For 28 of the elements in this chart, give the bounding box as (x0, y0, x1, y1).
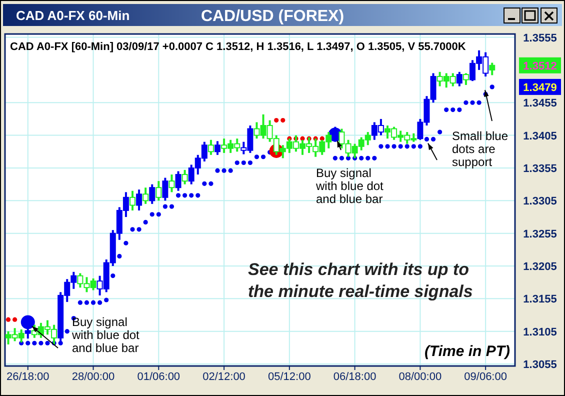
x-tick-label: 06/18:00 (333, 371, 376, 383)
chart-title: CAD/USD (FOREX) (200, 8, 344, 25)
x-tick-label: 26/18:00 (6, 371, 50, 383)
y-tick-label: 1.3405 (523, 130, 557, 142)
annotation: Buy signal with blue dot and blue bar (315, 166, 384, 206)
x-tick-label: 28/00:00 (72, 371, 115, 383)
annotation: Buy signal with blue dot and blue bar (71, 315, 140, 355)
y-tick-label: 1.3305 (523, 196, 557, 208)
text: 1.3479 (523, 82, 557, 94)
x-tick-label: 09/06:00 (464, 371, 507, 383)
x-tick-label: 02/12:00 (202, 371, 246, 383)
x-tick-label: 08/00:00 (398, 371, 442, 383)
x-tick-label: 05/12:00 (268, 371, 311, 383)
y-tick-label: 1.3255 (523, 228, 557, 240)
annotation: Small blue dots are support (452, 129, 508, 169)
y-tick-label: 1.3105 (523, 326, 557, 338)
y-tick-label: 1.3205 (523, 261, 557, 274)
text: CAD A0-FX [60-Min] 03/09/17 +0.0007 C 1.3512, H 1.3516, L 1.3497, O 1.3505, V 55.7000K (10, 41, 466, 53)
annotation: (Time in PT) (424, 343, 510, 360)
y-tick-label: 1.3355 (523, 162, 557, 175)
y-tick-label: 1.3455 (523, 98, 557, 110)
annotation: See this chart with its up to the minute real-time signals (248, 260, 473, 301)
y-tick-label: 1.3155 (523, 294, 557, 306)
y-tick-label: 1.3055 (523, 359, 557, 372)
y-tick-label: 1.3555 (523, 32, 557, 44)
text: 1.3512 (523, 60, 557, 72)
text: CAD A0-FX 60-Min (16, 8, 130, 23)
x-tick-label: 01/06:00 (137, 371, 180, 383)
